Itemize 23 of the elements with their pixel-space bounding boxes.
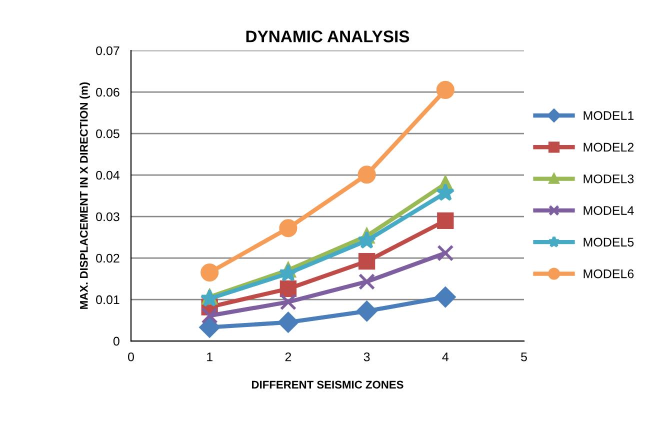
x-tick-label: 5 — [521, 352, 527, 362]
y-tick-label: 0.07 — [96, 46, 120, 56]
legend-label: MODEL2 — [584, 142, 634, 152]
x-tick-label: 1 — [207, 352, 212, 362]
y-tick-label: 0.02 — [96, 254, 120, 263]
x-axis-title: DIFFERENT SEISMIC ZONES — [252, 380, 404, 389]
chart-title: DYNAMIC ANALYSIS — [246, 30, 410, 42]
legend-label: MODEL3 — [584, 174, 634, 184]
legend-label: MODEL5 — [584, 238, 634, 247]
y-tick-label: 0.04 — [96, 170, 120, 180]
y-tick-label: 0.06 — [96, 88, 120, 97]
y-tick-label: 0.03 — [96, 212, 120, 222]
x-tick-label: 4 — [442, 352, 449, 362]
y-tick-label: 0 — [113, 336, 120, 346]
y-tick-label: 0.05 — [96, 129, 120, 138]
y-axis-title: MAX. DISPLACEMENT IN X DIRECTION (m) — [80, 82, 90, 309]
x-tick-label: 3 — [364, 352, 370, 362]
legend-label: MODEL6 — [584, 269, 634, 278]
legend-label: MODEL4 — [584, 206, 634, 215]
x-tick-label: 2 — [285, 352, 292, 362]
legend-label: MODEL1 — [584, 111, 634, 120]
x-tick-label: 0 — [128, 352, 134, 362]
y-tick-label: 0.01 — [96, 295, 120, 304]
